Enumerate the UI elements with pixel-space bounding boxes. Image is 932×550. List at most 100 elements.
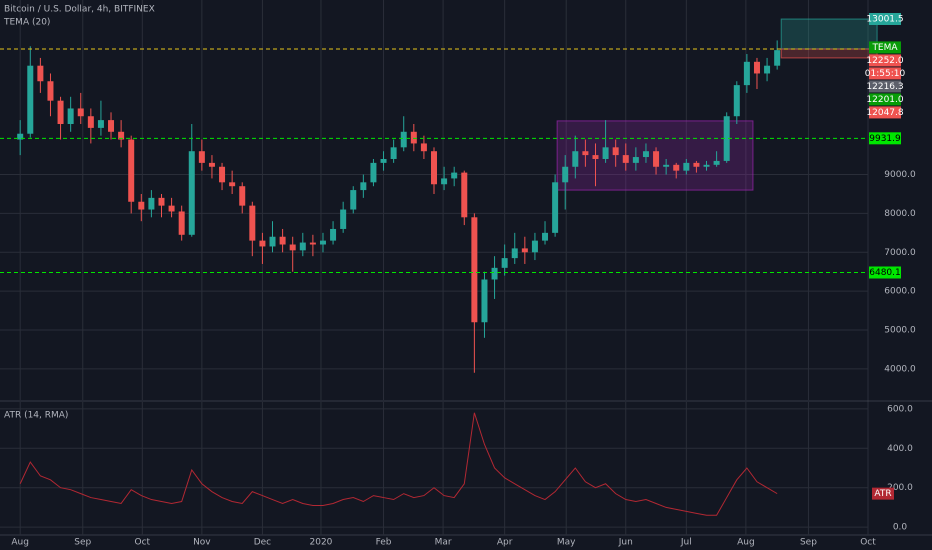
indicator-title: TEMA (20) [3,18,50,28]
candle-body [67,108,74,125]
candle-body [531,240,538,253]
price-label-bg [869,80,901,93]
candle-body [552,182,559,233]
candle-body [410,131,417,144]
candle-body [703,164,710,167]
zone [780,48,878,59]
candle-body [693,162,700,167]
candle-body [481,279,488,323]
candle-body [743,61,750,86]
candle-body [188,151,195,235]
candle-body [733,85,740,117]
x-tick-label: Aug [11,538,29,548]
candle-body [37,65,44,82]
candle-body [239,186,246,206]
candle-body [764,65,771,74]
atr-line [19,412,778,516]
level-label: 6480.1 [869,268,901,278]
candle-body [370,162,377,183]
candle-body [612,147,619,156]
x-tick-label: Oct [860,538,876,548]
candle-body [632,157,639,163]
x-tick-label: Jun [618,538,633,548]
candle-body [622,155,629,163]
candle-body [723,116,730,161]
candle-body [27,65,34,134]
candle-body [511,248,518,259]
level-label-bg [869,132,901,145]
candle-body [400,131,407,148]
candle-body [713,160,720,165]
y-tick-label: 8000.0 [884,209,916,219]
candle-body [158,197,165,206]
candle-body [259,240,266,247]
candle-body [380,158,387,163]
price-label-bg [869,41,901,54]
candle-body [431,151,437,185]
candle-body [663,164,670,167]
candle-body [330,228,337,241]
candle-body [390,147,397,159]
y-tick-label: 9000.0 [884,170,916,180]
candle-body [774,50,781,66]
x-tick-label: Mar [435,538,452,548]
price-label: 12201.0 [866,95,903,105]
candle-body [350,190,357,210]
level-label: 9931.9 [869,134,901,144]
price-label: 12216.3 [866,82,903,92]
candle-body [309,242,316,245]
candle-body [461,172,468,218]
price-label-bg [869,93,901,106]
candle-body [501,258,508,268]
x-tick-label: Sep [74,538,91,548]
x-tick-label: Aug [737,538,755,548]
candle-body [17,133,24,140]
price-label: 12047.8 [866,108,903,118]
candle-body [47,81,54,101]
price-label-bg [869,12,901,25]
candle-body [77,108,84,117]
x-tick-label: 2020 [310,538,333,548]
candle-body [87,116,94,128]
candle-body [602,147,609,159]
candle-body [572,151,579,167]
y-tick-label: 6000.0 [884,287,916,297]
x-tick-label: Oct [135,538,151,548]
candle-body [138,201,145,210]
x-tick-label: Feb [376,538,392,548]
price-label: 13001.5 [866,14,903,24]
candle-body [279,236,286,245]
candle-body [168,205,175,212]
candle-body [148,197,155,210]
candle-body [642,151,649,158]
candle-body [269,236,276,247]
price-label: 12252.0 [866,56,903,66]
candle-body [592,155,599,159]
series-label-bg [872,487,894,500]
candle-body [319,240,326,245]
candle-body [753,61,760,74]
x-tick-label: Jul [680,538,692,548]
y-tick-label: 600.0 [887,404,913,414]
candle-body [491,267,498,280]
candle-body [118,131,125,140]
x-tick-label: Apr [497,538,513,548]
candle-body [178,211,185,235]
candle-body [683,162,690,171]
candle-body [97,120,104,128]
zone [780,18,878,50]
y-tick-label: 7000.0 [884,248,916,258]
x-tick-label: May [557,538,576,548]
price-label: TEMA [871,43,898,53]
candle-body [289,244,296,251]
chart-title: Bitcoin / U.S. Dollar, 4h, BITFINEX [4,5,155,15]
x-tick-label: Dec [254,538,271,548]
candle-body [219,166,226,183]
candle-body [128,139,135,202]
candle-body [653,151,660,167]
y-tick-label: 5000.0 [884,326,916,336]
y-tick-label: 400.0 [887,444,913,454]
